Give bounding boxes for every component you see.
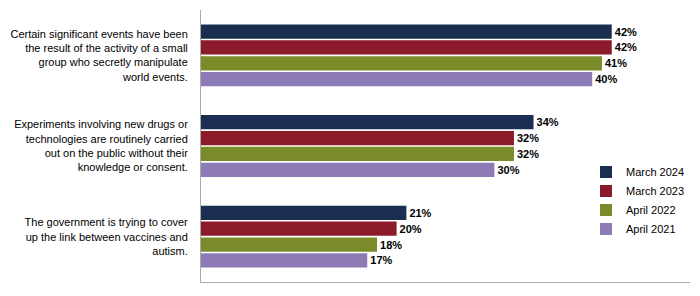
svg-text:34%: 34%: [537, 116, 559, 128]
svg-text:April 2021: April 2021: [626, 223, 676, 235]
svg-text:Certain significant events hav: Certain significant events have beenthe …: [10, 28, 187, 83]
svg-text:17%: 17%: [370, 254, 392, 266]
svg-text:32%: 32%: [517, 148, 539, 160]
svg-text:42%: 42%: [615, 41, 637, 53]
svg-text:March 2024: March 2024: [626, 166, 684, 178]
svg-text:40%: 40%: [595, 73, 617, 85]
svg-text:20%: 20%: [400, 223, 422, 235]
svg-text:42%: 42%: [615, 26, 637, 38]
svg-text:21%: 21%: [409, 207, 431, 219]
svg-text:April 2022: April 2022: [626, 204, 676, 216]
svg-text:41%: 41%: [605, 57, 627, 69]
svg-text:32%: 32%: [517, 132, 539, 144]
svg-text:The government is trying to co: The government is trying to coverup the …: [25, 216, 189, 257]
svg-text:March 2023: March 2023: [626, 185, 684, 197]
svg-text:30%: 30%: [497, 164, 519, 176]
svg-text:Experiments involving new drug: Experiments involving new drugs ortechno…: [14, 118, 188, 173]
svg-text:18%: 18%: [380, 239, 402, 251]
